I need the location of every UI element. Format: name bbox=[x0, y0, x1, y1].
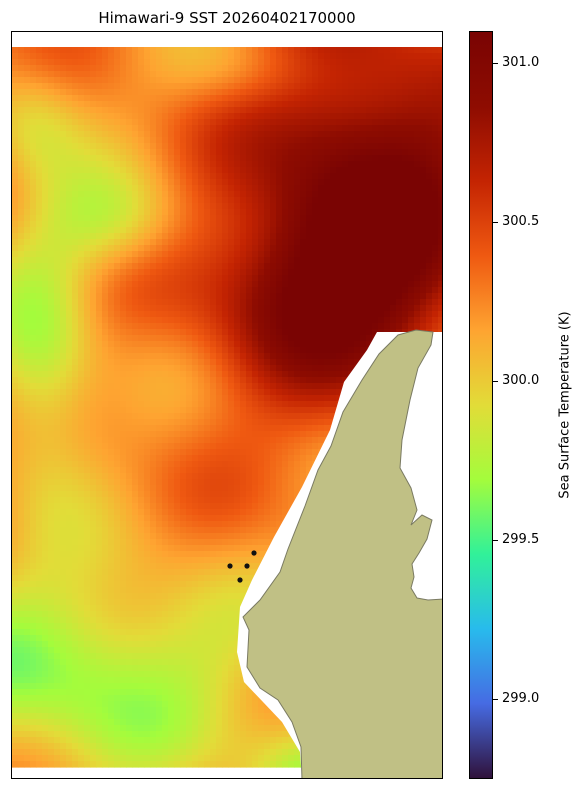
colorbar-tick bbox=[493, 540, 498, 542]
colorbar-tick-label: 300.5 bbox=[502, 213, 540, 229]
colorbar bbox=[469, 31, 493, 779]
map-panel[interactable] bbox=[11, 31, 443, 779]
colorbar-tick bbox=[493, 221, 498, 223]
land-polygon bbox=[242, 329, 442, 778]
colorbar-tick bbox=[493, 62, 498, 64]
marker-point-3[interactable] bbox=[251, 550, 257, 556]
colorbar-tick-label: 299.0 bbox=[502, 691, 540, 707]
marker-point-2[interactable] bbox=[244, 563, 250, 569]
colorbar-tick-label: 299.5 bbox=[502, 532, 540, 548]
land-mass bbox=[237, 329, 442, 778]
map-title: Himawari-9 SST 20260402170000 bbox=[98, 9, 356, 27]
colorbar-tick bbox=[493, 381, 498, 383]
marker-point-4[interactable] bbox=[237, 577, 243, 583]
marker-layer bbox=[227, 550, 257, 583]
colorbar-tick-label: 300.0 bbox=[502, 373, 540, 389]
colorbar-tick bbox=[493, 699, 498, 701]
marker-point-1[interactable] bbox=[227, 563, 233, 569]
colorbar-tick-label: 301.0 bbox=[502, 54, 540, 70]
colorbar-axis-label: Sea Surface Temperature (K) bbox=[557, 311, 573, 499]
